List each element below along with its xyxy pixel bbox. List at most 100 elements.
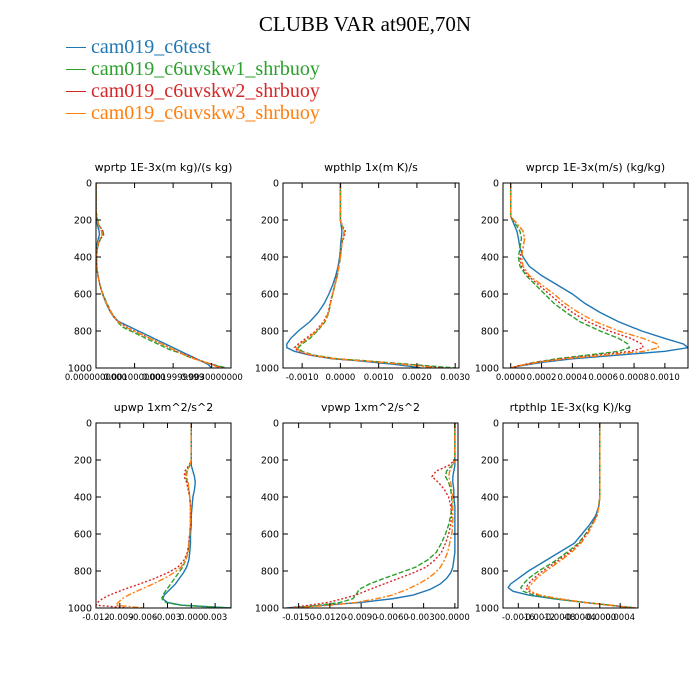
y-tick-label: 600 xyxy=(74,290,92,301)
x-tick-label: 0.0000 xyxy=(496,373,526,383)
y-tick-label: 0 xyxy=(493,179,499,190)
x-tick-label: 0.0010 xyxy=(650,373,680,383)
y-tick-label: 1000 xyxy=(68,364,92,375)
series-line xyxy=(510,183,660,368)
panel: wpthlp 1x(m K)/s -0.0010 0.0000 0.0010 0.002… xyxy=(255,161,470,383)
x-tick-label: -0.012 xyxy=(82,613,109,623)
panel-title: vpwp 1xm^2/s^2 xyxy=(321,401,420,414)
series-line xyxy=(297,183,456,368)
legend-label: cam019_c6uvskw2_shrbuoy xyxy=(91,80,320,102)
legend-label: cam019_c6uvskw1_shrbuoy xyxy=(91,58,320,80)
x-tick-label: 0.0004 xyxy=(605,613,635,623)
y-tick-label: 1000 xyxy=(475,604,499,615)
y-tick-label: 1000 xyxy=(255,604,279,615)
x-tick-label: -0.0012 xyxy=(522,613,555,623)
x-tick-label: -0.0030 xyxy=(407,613,440,623)
series-line xyxy=(96,183,228,368)
y-tick-label: 800 xyxy=(481,567,499,578)
series-line xyxy=(96,183,220,368)
series-line xyxy=(510,183,688,368)
y-tick-label: 0 xyxy=(86,179,92,190)
x-tick-label: 0.0000000000 xyxy=(65,373,127,383)
series-line xyxy=(114,423,192,608)
series-group xyxy=(286,183,456,368)
y-tick-label: 400 xyxy=(261,253,279,264)
legend: cam019_c6test cam019_c6uvskw1_shrbuoy cam0… xyxy=(66,36,320,124)
series-group xyxy=(96,423,231,608)
series-line xyxy=(295,183,437,368)
series-line xyxy=(525,423,636,608)
panel: rtpthlp 1E-3x(kg K)/kg-0.0016-0.0012-0.0… xyxy=(475,401,639,623)
series-line xyxy=(96,423,192,608)
x-tick-label: 0.0006 xyxy=(588,373,618,383)
y-tick-label: 800 xyxy=(74,327,92,338)
series-line xyxy=(161,423,231,608)
panel-title: wprcp 1E-3x(m/s) (kg/kg) xyxy=(526,161,665,174)
series-line xyxy=(288,423,456,608)
x-tick-label: 0.0020 xyxy=(402,373,432,383)
y-tick-label: 400 xyxy=(261,493,279,504)
x-tick-label: 0.0008 xyxy=(619,373,649,383)
y-tick-label: 800 xyxy=(481,327,499,338)
series-line xyxy=(96,183,213,368)
y-tick-label: 1000 xyxy=(68,604,92,615)
x-tick-label: 0.0000 xyxy=(326,373,356,383)
y-tick-label: 0 xyxy=(273,179,279,190)
plot-frame xyxy=(502,182,689,369)
series-line xyxy=(293,423,456,608)
series-line xyxy=(527,423,636,608)
series-group xyxy=(507,423,636,608)
legend-swatch xyxy=(66,112,86,114)
plot-frame xyxy=(282,422,459,609)
series-line xyxy=(293,183,444,368)
series-line xyxy=(510,183,645,368)
legend-entry: cam019_c6test xyxy=(66,36,320,58)
series-group xyxy=(510,183,688,368)
y-tick-label: 600 xyxy=(261,290,279,301)
legend-entry: cam019_c6uvskw1_shrbuoy xyxy=(66,58,320,80)
panel-title: wprtp 1E-3x(m kg)/(s kg) xyxy=(95,161,233,174)
legend-swatch xyxy=(66,46,86,48)
x-tick-label: 0.0030 xyxy=(440,373,470,383)
y-tick-label: 600 xyxy=(261,530,279,541)
legend-label: cam019_c6uvskw3_shrbuoy xyxy=(91,102,320,124)
x-tick-label: 0.0010 xyxy=(364,373,394,383)
x-tick-label: 0.0010000000 xyxy=(103,373,165,383)
x-tick-label: 0.0004 xyxy=(558,373,588,383)
y-tick-label: 0 xyxy=(86,419,92,430)
x-tick-label: -0.0010 xyxy=(286,373,319,383)
y-tick-label: 1000 xyxy=(255,364,279,375)
series-line xyxy=(293,423,456,608)
y-tick-label: 600 xyxy=(74,530,92,541)
panel: upwp 1xm^2/s^2-0.012-0.009-0.006-0.0030.… xyxy=(68,401,232,623)
legend-entry: cam019_c6uvskw2_shrbuoy xyxy=(66,80,320,102)
y-tick-label: 400 xyxy=(481,493,499,504)
y-tick-label: 0 xyxy=(273,419,279,430)
x-tick-label: -0.0000 xyxy=(583,613,616,623)
figure-header: CLUBB VAR at90E,70N cam019_c6test cam019_… xyxy=(0,0,700,140)
y-tick-label: 200 xyxy=(74,456,92,467)
y-tick-label: 1000 xyxy=(475,364,499,375)
panel-title: rtpthlp 1E-3x(kg K)/kg xyxy=(510,401,632,414)
x-tick-label: -0.003 xyxy=(154,613,181,623)
y-tick-label: 200 xyxy=(481,456,499,467)
x-tick-label: 0.0030000000 xyxy=(181,373,243,383)
x-tick-label: -0.0120 xyxy=(313,613,346,623)
y-tick-label: 800 xyxy=(74,567,92,578)
plot-frame xyxy=(95,182,232,369)
x-tick-label: 0.0002 xyxy=(527,373,557,383)
x-tick-label: -0.0008 xyxy=(543,613,576,623)
y-tick-label: 400 xyxy=(481,253,499,264)
y-tick-label: 800 xyxy=(261,327,279,338)
series-group xyxy=(286,423,456,608)
x-tick-label: -0.0016 xyxy=(502,613,535,623)
legend-swatch xyxy=(66,68,86,70)
y-tick-label: 800 xyxy=(261,567,279,578)
panel: wprcp 1E-3x(m/s) (kg/kg)0.0000 0.0002 0.00… xyxy=(475,161,689,383)
y-tick-label: 400 xyxy=(74,253,92,264)
y-tick-label: 400 xyxy=(74,493,92,504)
series-line xyxy=(286,423,456,608)
x-tick-label: -0.006 xyxy=(130,613,157,623)
y-tick-label: 0 xyxy=(493,419,499,430)
y-tick-label: 200 xyxy=(74,216,92,227)
